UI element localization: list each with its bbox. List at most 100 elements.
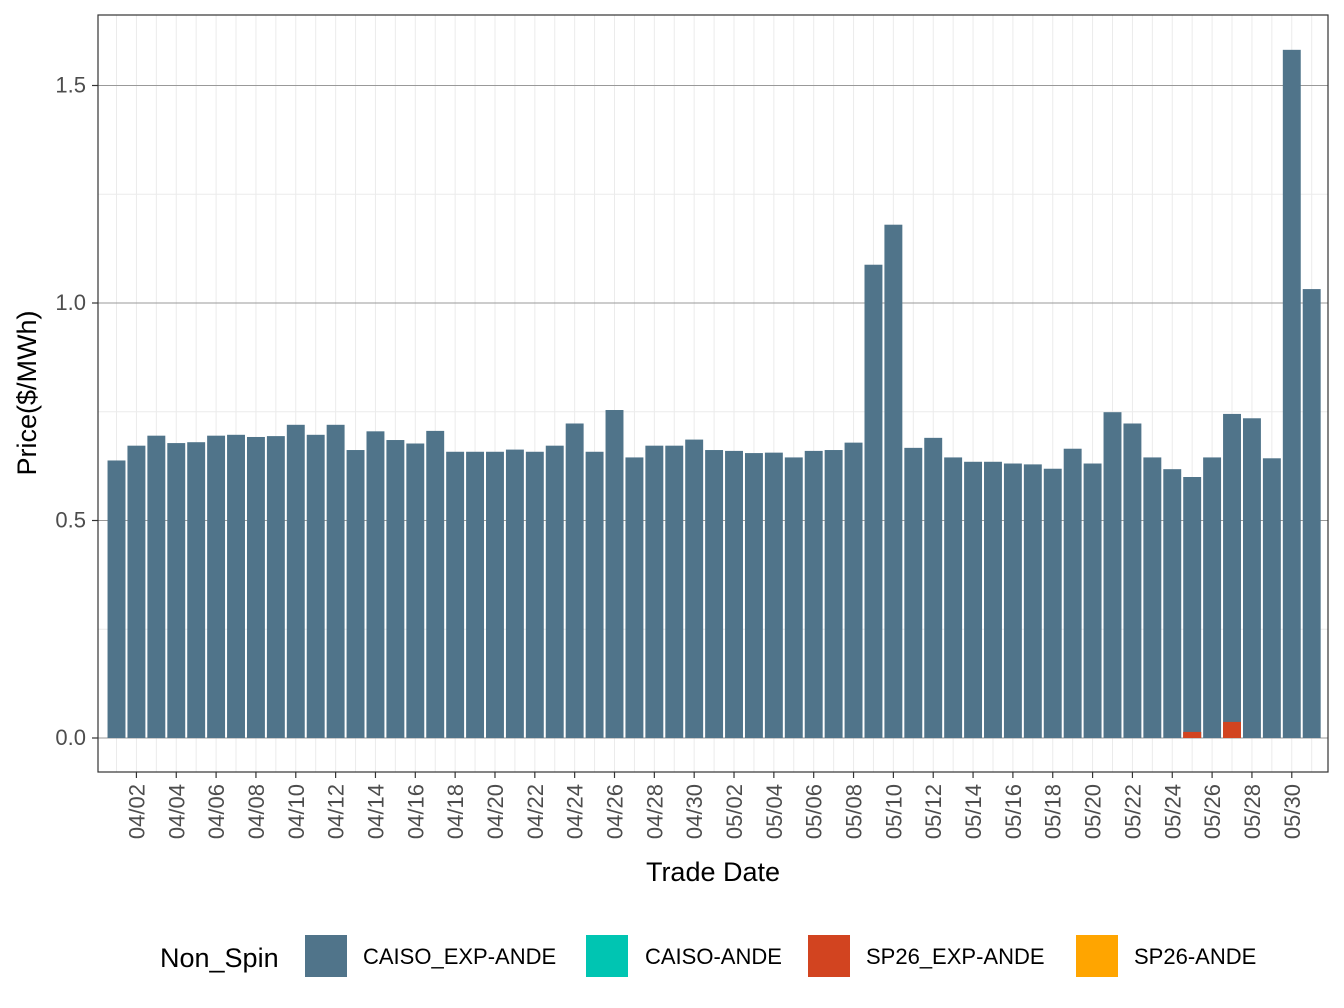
bar-caiso-exp-ande-05-24 bbox=[1163, 469, 1182, 738]
x-tick-label: 04/12 bbox=[324, 784, 349, 839]
bar-caiso-exp-ande-04-19 bbox=[466, 451, 485, 738]
x-tick-label: 05/26 bbox=[1200, 784, 1225, 839]
bar-caiso-exp-ande-04-27 bbox=[625, 457, 644, 738]
x-tick-label: 05/20 bbox=[1081, 784, 1106, 839]
x-tick-label: 05/10 bbox=[881, 784, 906, 839]
x-tick-label: 04/20 bbox=[483, 784, 508, 839]
x-tick-label: 04/18 bbox=[443, 784, 468, 839]
x-tick-label: 04/06 bbox=[204, 784, 229, 839]
bar-caiso-exp-ande-05-30 bbox=[1282, 49, 1301, 738]
x-tick-label: 05/24 bbox=[1160, 784, 1185, 839]
x-tick-label: 05/06 bbox=[802, 784, 827, 839]
x-tick-label: 04/28 bbox=[642, 784, 667, 839]
bar-caiso-exp-ande-04-01 bbox=[107, 460, 126, 738]
bar-caiso-exp-ande-05-08 bbox=[844, 442, 863, 738]
x-tick-label: 05/22 bbox=[1120, 784, 1145, 839]
y-axis: 0.0 0.5 1.0 1.5 bbox=[55, 73, 98, 750]
x-tick-label: 04/08 bbox=[244, 784, 269, 839]
bar-caiso-exp-ande-04-26 bbox=[605, 410, 624, 738]
x-tick-label: 04/02 bbox=[124, 784, 149, 839]
bar-caiso-exp-ande-05-17 bbox=[1023, 464, 1042, 738]
bar-caiso-exp-ande-04-07 bbox=[227, 434, 245, 738]
bar-caiso-exp-ande-04-21 bbox=[505, 449, 524, 738]
y-tick-label: 0.0 bbox=[55, 725, 86, 750]
legend-label: SP26-ANDE bbox=[1134, 944, 1256, 969]
x-tick-label: 05/08 bbox=[842, 784, 867, 839]
x-tick-label: 04/04 bbox=[164, 784, 189, 839]
y-tick-label: 1.5 bbox=[55, 73, 86, 98]
legend-key-caiso-ande bbox=[586, 935, 628, 977]
bar-caiso-exp-ande-05-11 bbox=[904, 447, 923, 738]
bar-caiso-exp-ande-04-29 bbox=[665, 445, 684, 738]
x-tick-label: 05/18 bbox=[1041, 784, 1066, 839]
bar-caiso-exp-ande-04-15 bbox=[386, 440, 405, 738]
bar-caiso-exp-ande-05-10 bbox=[884, 224, 903, 738]
bars-group bbox=[107, 49, 1321, 738]
x-tick-label: 04/30 bbox=[682, 784, 707, 839]
bar-caiso-exp-ande-05-31 bbox=[1302, 289, 1321, 738]
x-tick-label: 05/12 bbox=[921, 784, 946, 839]
bar-caiso-exp-ande-05-09 bbox=[864, 264, 883, 738]
legend-title: Non_Spin bbox=[160, 943, 279, 973]
y-axis-title: Price($/MWh) bbox=[12, 310, 42, 475]
bar-caiso-exp-ande-04-06 bbox=[207, 435, 226, 738]
bar-caiso-exp-ande-05-21 bbox=[1103, 412, 1122, 738]
plot-panel-border bbox=[97, 14, 1329, 773]
bar-overlay-sp26-exp-ande-05-25 bbox=[1183, 731, 1202, 738]
bar-caiso-exp-ande-05-20 bbox=[1083, 463, 1102, 738]
bar-caiso-exp-ande-05-07 bbox=[824, 450, 843, 738]
bar-caiso-exp-ande-05-27 bbox=[1223, 413, 1241, 738]
x-tick-label: 05/14 bbox=[961, 784, 986, 839]
bar-caiso-exp-ande-04-13 bbox=[346, 450, 365, 738]
bar-caiso-exp-ande-05-15 bbox=[984, 461, 1002, 738]
bar-caiso-exp-ande-05-03 bbox=[744, 453, 763, 738]
bar-caiso-exp-ande-05-02 bbox=[725, 450, 743, 738]
bar-caiso-exp-ande-04-30 bbox=[685, 439, 704, 738]
bar-caiso-exp-ande-04-25 bbox=[585, 451, 604, 738]
x-tick-label: 05/02 bbox=[722, 784, 747, 839]
bar-caiso-exp-ande-04-24 bbox=[565, 423, 584, 738]
legend-label: CAISO_EXP-ANDE bbox=[363, 944, 556, 969]
bar-caiso-exp-ande-05-13 bbox=[944, 457, 963, 738]
bar-caiso-exp-ande-05-29 bbox=[1262, 458, 1281, 738]
bar-caiso-exp-ande-04-22 bbox=[525, 451, 544, 738]
x-tick-label: 04/14 bbox=[363, 784, 388, 839]
bar-caiso-exp-ande-04-14 bbox=[366, 431, 385, 738]
x-tick-label: 04/22 bbox=[523, 784, 548, 839]
legend-key-sp26-exp-ande bbox=[808, 935, 850, 977]
x-tick-label: 05/04 bbox=[762, 784, 787, 839]
bar-caiso-exp-ande-05-19 bbox=[1063, 448, 1082, 738]
bar-caiso-exp-ande-05-04 bbox=[764, 452, 783, 738]
bar-caiso-exp-ande-04-28 bbox=[645, 445, 664, 738]
legend: Non_Spin CAISO_EXP-ANDE CAISO-ANDE SP26_EX… bbox=[160, 935, 1256, 977]
bar-caiso-exp-ande-04-17 bbox=[426, 430, 445, 738]
bar-caiso-exp-ande-05-26 bbox=[1203, 457, 1222, 738]
legend-label: CAISO-ANDE bbox=[645, 944, 782, 969]
bar-caiso-exp-ande-05-05 bbox=[784, 457, 803, 738]
legend-label: SP26_EXP-ANDE bbox=[866, 944, 1045, 969]
bar-caiso-exp-ande-04-04 bbox=[167, 443, 186, 738]
bar-caiso-exp-ande-05-25 bbox=[1183, 477, 1202, 738]
y-tick-label: 1.0 bbox=[55, 290, 86, 315]
bar-caiso-exp-ande-05-01 bbox=[705, 450, 724, 738]
x-tick-label: 04/26 bbox=[603, 784, 628, 839]
bar-caiso-exp-ande-05-06 bbox=[804, 450, 823, 738]
bar-caiso-exp-ande-04-03 bbox=[147, 435, 166, 738]
bar-caiso-exp-ande-05-14 bbox=[964, 461, 983, 738]
x-tick-label: 04/16 bbox=[403, 784, 428, 839]
bar-caiso-exp-ande-04-10 bbox=[286, 424, 305, 738]
bar-caiso-exp-ande-05-18 bbox=[1043, 468, 1062, 738]
x-tick-label: 04/10 bbox=[284, 784, 309, 839]
legend-key-sp26-ande bbox=[1076, 935, 1118, 977]
bar-caiso-exp-ande-05-12 bbox=[924, 437, 943, 738]
bar-caiso-exp-ande-04-12 bbox=[326, 424, 345, 738]
bar-caiso-exp-ande-05-23 bbox=[1143, 457, 1162, 738]
bar-caiso-exp-ande-04-16 bbox=[406, 443, 425, 738]
bar-caiso-exp-ande-04-18 bbox=[446, 451, 465, 738]
y-tick-label: 0.5 bbox=[55, 508, 86, 533]
bar-caiso-exp-ande-04-09 bbox=[266, 436, 285, 738]
bar-caiso-exp-ande-04-11 bbox=[306, 434, 325, 738]
bar-caiso-exp-ande-04-02 bbox=[127, 445, 146, 738]
x-tick-label: 05/16 bbox=[1001, 784, 1026, 839]
